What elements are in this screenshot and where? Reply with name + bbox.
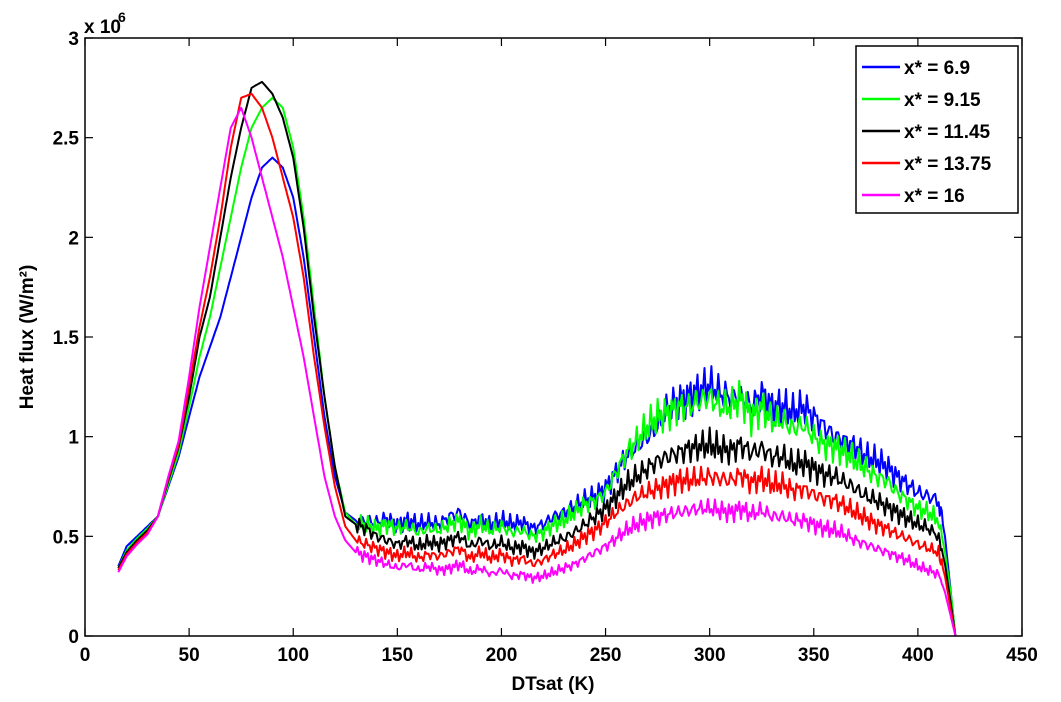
legend: x* = 6.9 x* = 9.15 x* = 11.45 x* = 13.75 x* …	[855, 45, 1019, 214]
x-tick-label: 250	[590, 645, 622, 666]
legend-label: x* = 6.9	[904, 58, 970, 79]
y-tick-label: 1.5	[53, 328, 80, 349]
series-line-2	[117, 96, 957, 637]
x-tick-label: 400	[902, 645, 934, 666]
x-tick-label: 450	[1006, 645, 1038, 666]
y-axis-ticks: 0 0.5 1 1.5 2 2.5 3	[53, 29, 1022, 648]
x-tick-label: 50	[179, 645, 200, 666]
x-tick-label: 200	[486, 645, 518, 666]
legend-label: x* = 13.75	[904, 154, 992, 175]
x-tick-label: 350	[798, 645, 830, 666]
legend-label: x* = 9.15	[904, 90, 981, 111]
y-tick-label: 0	[68, 627, 79, 648]
y-tick-label: 1	[68, 428, 79, 449]
y-axis-exponent-base: x 10	[84, 17, 121, 38]
x-tick-label: 0	[80, 645, 91, 666]
y-axis-exponent-power: 6	[118, 9, 126, 25]
legend-label: x* = 16	[904, 186, 965, 207]
series-layer	[117, 80, 957, 637]
series-line-1	[117, 156, 957, 637]
series-line-4	[117, 92, 957, 637]
x-tick-label: 100	[277, 645, 309, 666]
legend-label: x* = 11.45	[904, 122, 991, 143]
series-line-5	[117, 106, 957, 637]
y-tick-label: 2	[68, 228, 79, 249]
x-axis-title: DTsat (K)	[511, 674, 594, 695]
y-tick-label: 0.5	[53, 527, 80, 548]
y-tick-label: 2.5	[53, 129, 80, 150]
legend-box	[855, 45, 1019, 214]
x-tick-label: 150	[381, 645, 413, 666]
x-axis-ticks: 0 50 100 150 200 250 300 350 400 450	[80, 38, 1038, 666]
x-tick-label: 300	[694, 645, 726, 666]
y-tick-label: 3	[68, 29, 79, 50]
y-axis-title: Heat flux (W/m²)	[17, 265, 38, 410]
series-line-3	[117, 80, 957, 637]
